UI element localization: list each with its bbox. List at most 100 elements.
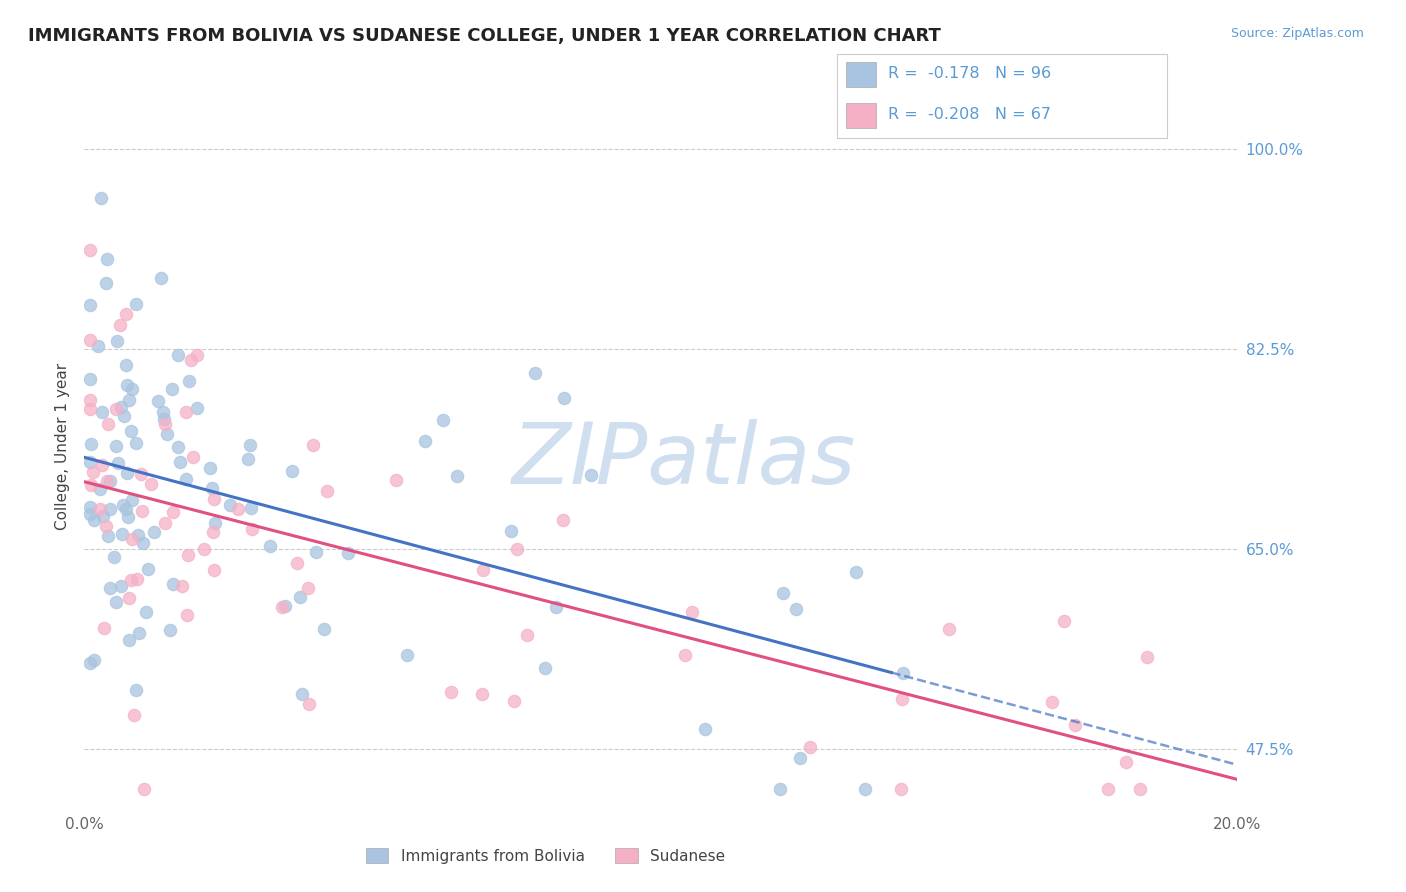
Point [104,401,127,416]
Point [524,366,547,380]
Point [120,425,142,439]
Point [673,648,696,663]
Point [94,519,117,533]
Point [204,563,226,577]
Point [281,464,304,478]
Point [769,781,792,796]
Point [124,708,146,723]
Point [91,509,114,524]
Point [115,307,138,321]
Point [79,371,101,385]
Point [395,648,418,662]
Point [785,602,807,616]
Point [337,546,360,560]
Point [312,622,335,636]
Point [100,501,122,516]
Point [681,605,703,619]
Point [472,563,495,577]
Point [239,438,262,452]
Point [845,565,868,579]
Point [105,334,128,348]
Point [440,684,463,698]
Point [94,277,117,291]
Point [124,436,146,450]
Point [136,562,159,576]
Point [139,477,162,491]
Point [177,549,200,563]
Point [1129,781,1152,796]
Point [174,472,197,486]
Point [131,467,153,482]
Point [201,481,224,495]
Point [259,539,281,553]
Point [938,622,960,636]
Y-axis label: College, Under 1 year: College, Under 1 year [55,362,70,530]
Point [79,402,101,417]
Point [83,652,105,666]
Point [166,440,188,454]
Point [152,405,174,419]
Legend: Immigrants from Bolivia, Sudanese: Immigrants from Bolivia, Sudanese [360,842,731,870]
Point [226,502,249,516]
Point [446,468,468,483]
Text: R =  -0.178   N = 96: R = -0.178 N = 96 [887,66,1050,81]
Point [115,358,138,372]
Point [120,573,142,587]
Text: R =  -0.208   N = 67: R = -0.208 N = 67 [887,107,1050,122]
Point [162,382,184,396]
Point [695,723,717,737]
Point [499,524,522,539]
Point [90,191,112,205]
Point [108,318,131,332]
Point [117,510,139,524]
Point [105,439,128,453]
Point [1136,649,1159,664]
Point [148,393,170,408]
Point [285,556,308,570]
Point [98,475,121,489]
Point [772,586,794,600]
Point [891,691,914,706]
Point [89,502,111,516]
Point [79,500,101,515]
Point [1115,755,1137,769]
Point [112,409,135,423]
Point [111,498,134,512]
Point [79,455,101,469]
Point [167,348,190,362]
Point [186,401,208,415]
Text: IMMIGRANTS FROM BOLIVIA VS SUDANESE COLLEGE, UNDER 1 YEAR CORRELATION CHART: IMMIGRANTS FROM BOLIVIA VS SUDANESE COLL… [28,27,941,45]
Point [115,501,138,516]
Point [579,468,602,483]
Point [134,781,156,796]
Point [316,484,339,499]
Point [103,550,125,565]
Point [204,516,226,530]
Point [79,333,101,347]
Point [516,627,538,641]
Point [79,393,101,408]
Point [239,500,262,515]
Point [534,661,557,675]
Point [181,450,204,464]
Point [110,400,132,414]
Point [121,532,143,546]
Point [202,492,225,507]
Point [97,417,120,432]
Point [121,493,143,508]
Point [271,599,294,614]
Point [1064,718,1087,732]
Point [79,298,101,312]
Point [115,466,138,480]
Point [799,739,821,754]
Point [149,271,172,285]
Point [125,683,148,698]
Point [159,623,181,637]
Point [432,413,454,427]
Point [177,374,200,388]
Point [288,590,311,604]
Point [117,633,139,648]
Point [80,477,103,491]
Point [124,297,146,311]
Point [1040,695,1063,709]
